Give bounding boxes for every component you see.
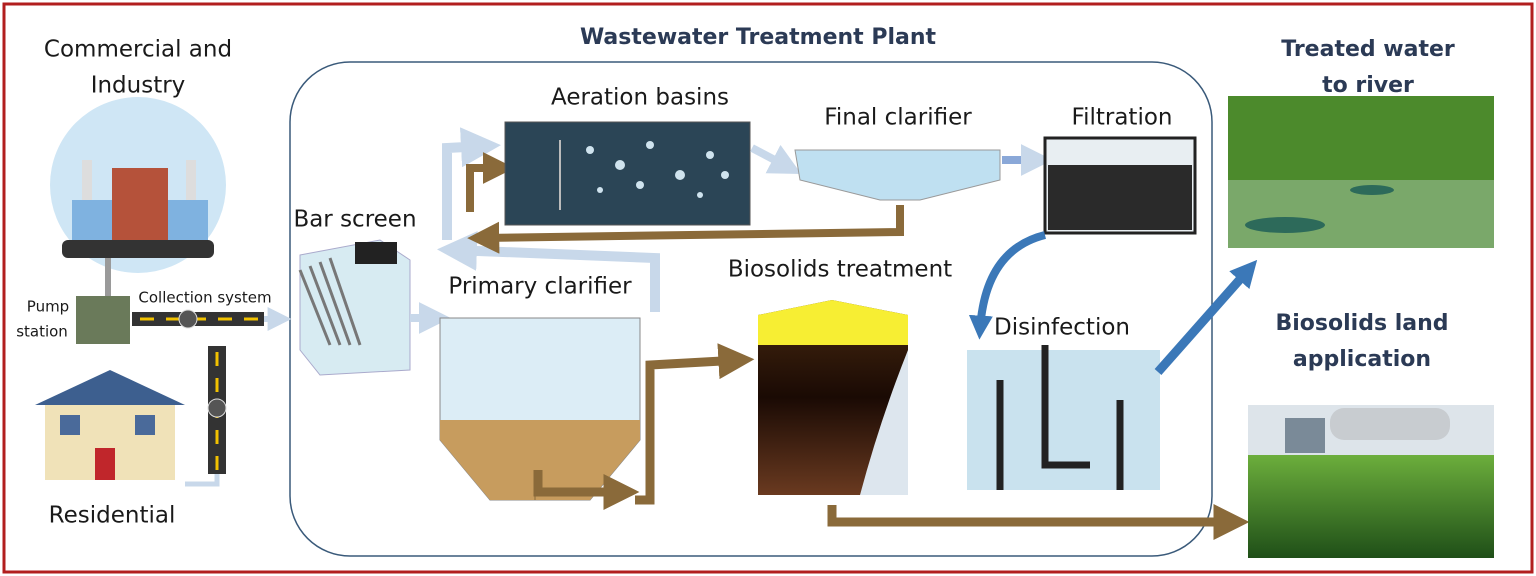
bubbles [615, 160, 625, 170]
pump-photo [76, 296, 130, 344]
stage-label: Bar screen [293, 207, 416, 233]
source-label: Residential [49, 503, 176, 529]
sludge-pipe [635, 360, 740, 500]
bubbles [697, 192, 703, 198]
house-roof [35, 370, 185, 405]
chimney [82, 160, 92, 200]
bubbles [597, 187, 603, 193]
stage-label: Biosolids treatment [728, 257, 952, 283]
source-label: Commercial and [44, 37, 232, 63]
bubbles [586, 146, 594, 154]
bubbles [721, 171, 729, 179]
biosolids-pipe [832, 505, 1235, 522]
bubbles [675, 170, 685, 180]
truck-tank [1330, 408, 1450, 440]
manhole [208, 399, 226, 417]
flow-arrow [1158, 268, 1250, 372]
collection-label: Collection system [138, 289, 271, 307]
return-sludge [470, 168, 502, 212]
output-label: Treated water [1281, 37, 1455, 62]
house-door [95, 448, 115, 480]
bubbles [636, 181, 644, 189]
filter-media [1048, 165, 1192, 230]
bar-screen-motor [355, 242, 397, 264]
aeration-tank [505, 122, 750, 225]
flow-arrow [752, 148, 790, 168]
stage-label: Primary clarifier [448, 274, 632, 300]
diagram: Wastewater Treatment Plant Commercial an… [0, 0, 1536, 576]
factory-tower [112, 168, 168, 240]
pipe [185, 474, 217, 484]
source-label: Industry [91, 73, 186, 99]
page: Wastewater Treatment Plant Commercial an… [0, 0, 1536, 576]
pump-label: Pump [27, 298, 69, 316]
factory-ground [62, 240, 214, 258]
stage-label: Filtration [1072, 105, 1173, 131]
output-label: Biosolids land [1275, 311, 1448, 336]
stage-label: Disinfection [994, 315, 1130, 341]
plant-title: Wastewater Treatment Plant [580, 25, 937, 50]
output-label: application [1293, 347, 1431, 372]
truck-cab [1285, 418, 1325, 453]
house-window [135, 415, 155, 435]
stage-label: Aeration basins [551, 85, 729, 111]
stage-label: Final clarifier [824, 105, 972, 131]
disinfection-tank [967, 350, 1160, 490]
final-tank [795, 150, 1000, 200]
field [1248, 455, 1494, 558]
chimney [186, 160, 196, 200]
digester-gas [758, 300, 908, 345]
bubbles [706, 151, 714, 159]
canoe [1350, 185, 1394, 195]
pump-label: station [16, 323, 68, 341]
canoe [1245, 217, 1325, 233]
bubbles [646, 141, 654, 149]
output-label: to river [1322, 73, 1414, 98]
manhole [179, 310, 197, 328]
house-window [60, 415, 80, 435]
